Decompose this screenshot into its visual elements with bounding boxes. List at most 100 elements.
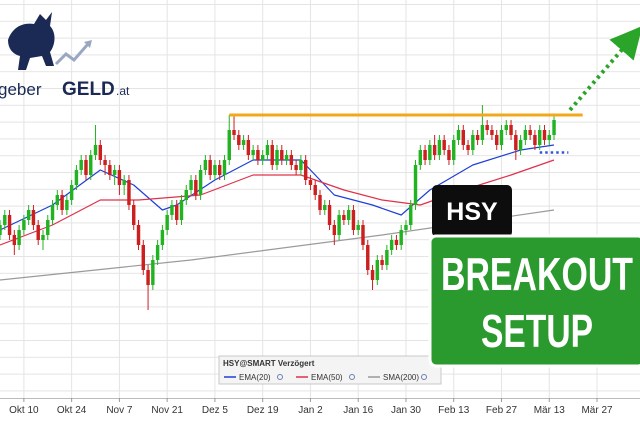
logo-prefix: geber [0,80,42,99]
candle-body [46,220,50,235]
breakout-arrow [568,25,640,112]
candle-body [41,235,45,240]
annotation-layer [229,113,583,154]
x-tick-label: Okt 10 [9,405,39,416]
candle-body [356,225,360,230]
candle-body [265,145,270,155]
candle-body [256,150,260,160]
candle-body [537,130,542,145]
legend-label: EMA(50) [311,373,343,382]
legend-icon [349,374,355,380]
candle-body [542,130,547,140]
logo-suffix: .at [116,84,130,98]
x-tick-label: Mär 13 [534,405,566,416]
logo-trend [54,43,90,66]
candle-body [504,125,508,130]
candle-body [65,200,69,210]
candle-body [485,125,489,130]
candle-body [323,205,327,210]
candle-body [299,160,303,170]
setup-line-1: BREAKOUT [441,248,633,300]
candle-body [179,200,184,220]
candle-body [366,245,370,270]
candle-body [146,270,150,285]
x-tick-label: Okt 24 [57,405,87,416]
candle-body [160,230,165,245]
candle-body [270,145,274,165]
candle-body [151,260,155,285]
legend-title: HSY@SMART Verzögert [223,359,315,368]
candle-body [284,155,289,160]
candle-body [499,130,504,145]
x-tick-label: Dez 5 [202,405,229,416]
candle-body [428,145,432,160]
candle-body [375,260,380,280]
candle-body [432,145,437,155]
legend: HSY@SMART Verzögert EMA(20) EMA(50) SMA(20… [218,355,442,385]
candle-body [170,205,174,215]
candle-body [203,160,208,170]
x-tick-label: Mär 27 [581,405,613,416]
candle-body [380,260,384,265]
candle-body [108,165,112,175]
logo-brand: GELD [62,79,115,100]
legend-icon [277,374,283,380]
candle-body [132,205,136,225]
candle-body [289,155,294,165]
candle-body [22,220,26,230]
candle-body [494,135,499,145]
legend-box [218,355,442,385]
candle-body [213,165,217,175]
candle-body [31,210,36,225]
legend-label: EMA(20) [239,373,271,382]
x-tick-label: Jan 2 [298,405,323,416]
candle-body [3,215,7,225]
candle-body [74,170,79,185]
candle-body [509,125,513,135]
candle-body [337,215,341,235]
candle-body [208,160,212,175]
candle-body [370,270,375,280]
candle-body [79,160,83,170]
candle-body [7,215,12,235]
x-tick-label: Jan 16 [343,405,373,416]
candle-body [60,195,64,210]
setup-line-2: SETUP [481,305,593,357]
candle-body [136,225,141,245]
x-tick-label: Dez 19 [247,405,279,416]
candle-body [351,210,356,230]
candle-body [122,180,126,185]
candle-body [251,150,255,155]
logo: geber GELD .at [0,12,130,100]
candle-body [413,165,418,205]
candle-body [437,140,442,155]
candle-body [194,180,198,195]
candle-body [466,145,470,150]
candle-body [184,190,188,200]
candle-body [342,215,346,220]
candle-body [50,205,55,220]
x-tick-label: Feb 13 [438,405,470,416]
ticker-badge-text: HSY [446,198,498,226]
candle-body [547,135,551,140]
x-tick-label: Nov 7 [106,405,133,416]
candle-body [260,155,265,160]
candle-body [280,150,284,160]
candle-body [217,165,222,175]
candle-body [237,135,241,145]
candle-body [452,140,456,160]
candle-body [26,210,31,220]
candle-body [394,240,399,245]
candle-body [294,165,298,170]
candle-body [471,135,475,150]
candle-body [117,170,122,185]
candle-body [84,160,88,175]
candle-body [475,135,480,140]
candle-body [227,130,231,160]
candle-body [389,240,394,250]
candle-body [361,225,365,245]
candle-body [141,245,146,270]
candle-body [222,160,227,175]
x-tick-label: Feb 27 [486,405,518,416]
